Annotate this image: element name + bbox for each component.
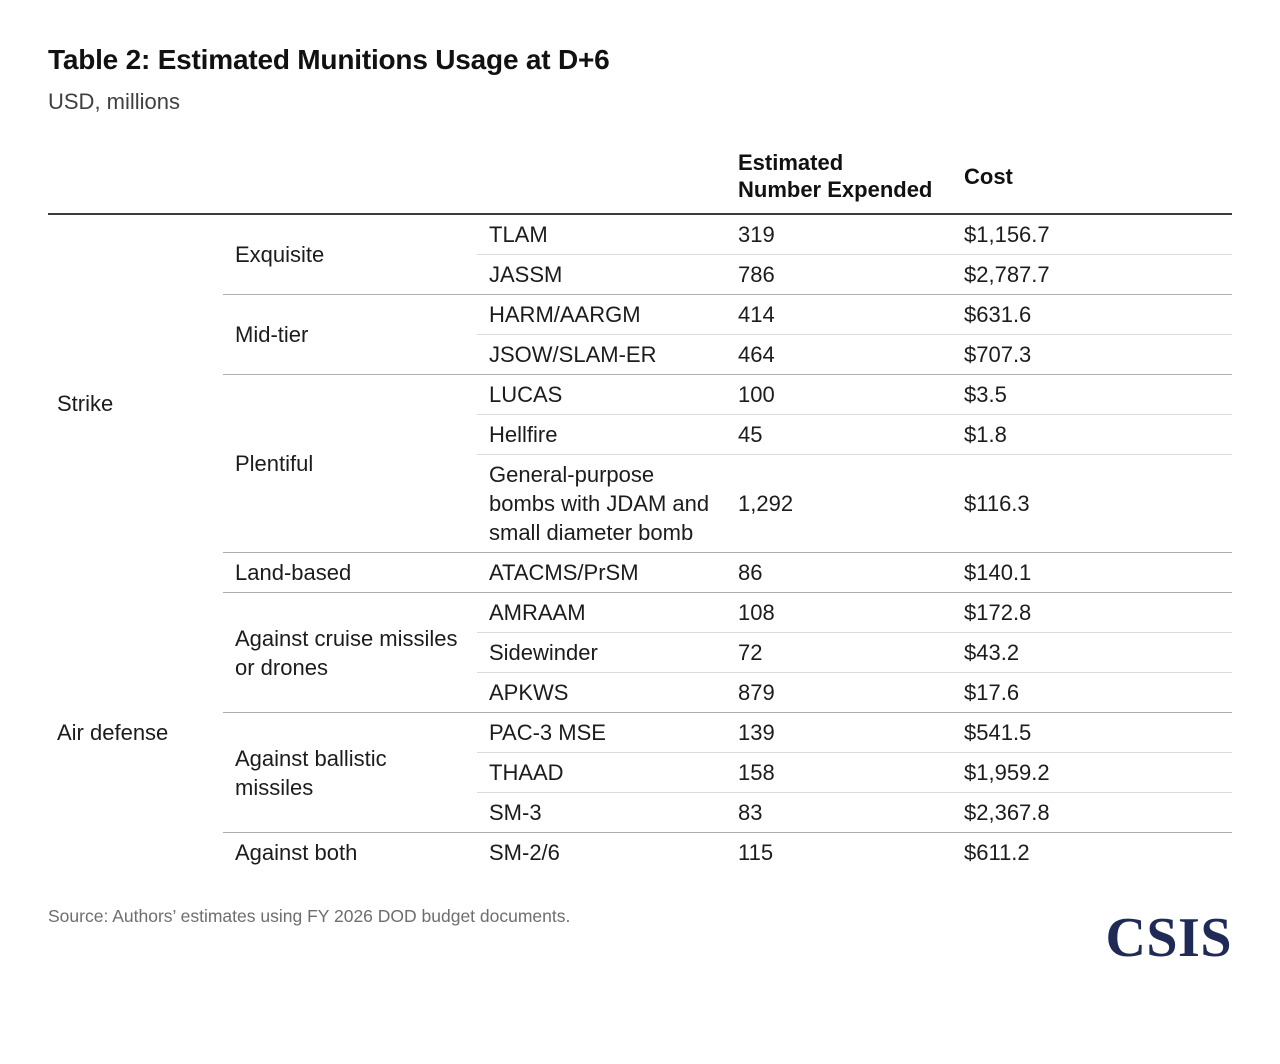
page-title: Table 2: Estimated Munitions Usage at D+… (48, 44, 610, 75)
munition-cell: General-purpose bombs with JDAM and smal… (477, 454, 726, 553)
cost-cell: $611.2 (952, 832, 1232, 872)
cost-cell: $17.6 (952, 672, 1232, 713)
munitions-table: Estimated Number Expended Cost Strike Ex… (48, 141, 1232, 872)
header-row: Estimated Number Expended Cost (48, 141, 1232, 215)
expended-cell: 86 (726, 552, 952, 593)
munition-cell: PAC-3 MSE (477, 712, 726, 753)
munition-cell: TLAM (489, 222, 548, 247)
header-expended: Estimated Number Expended (726, 141, 952, 215)
tier-cell: Mid-tier (223, 294, 477, 375)
table-row: JSOW/SLAM-ER 464 $707.3 (48, 334, 1232, 375)
header-category-empty (48, 141, 223, 215)
munition-cell: SM-3 (477, 792, 726, 833)
expended-cell: 464 (726, 334, 952, 375)
munition-cell: THAAD (477, 752, 726, 793)
expended-cell: 108 (726, 592, 952, 633)
cost-cell: $707.3 (952, 334, 1232, 375)
munition-cell: SM-2/6 (477, 832, 726, 872)
tier-cell: Exquisite (235, 242, 325, 267)
expended-cell: 100 (726, 374, 952, 415)
source-note: Source: Authors’ estimates using FY 2026… (48, 906, 571, 926)
munition-cell: JASSM (477, 254, 726, 295)
munition-cell: AMRAAM (477, 592, 726, 633)
table-row: JASSM 786 $2,787.7 (48, 254, 1232, 295)
munition-cell: Hellfire (477, 414, 726, 455)
cost-cell: $2,367.8 (952, 792, 1232, 833)
header-munition-empty (477, 141, 726, 215)
table-row: THAAD 158 $1,959.2 (48, 752, 1232, 793)
cost-cell: $43.2 (952, 632, 1232, 673)
table-row: Against both SM-2/6 115 $611.2 (48, 832, 1232, 872)
figure-footer: Source: Authors’ estimates using FY 2026… (48, 896, 1232, 966)
munition-cell: APKWS (477, 672, 726, 713)
table-row: Hellfire 45 $1.8 (48, 414, 1232, 455)
munition-cell: JSOW/SLAM-ER (477, 334, 726, 375)
table-row: General-purpose bombs with JDAM and smal… (48, 454, 1232, 553)
expended-cell: 115 (726, 832, 952, 872)
tier-cell: Against both (223, 832, 477, 872)
table-row: SM-3 83 $2,367.8 (48, 792, 1232, 833)
table-row: APKWS 879 $17.6 (48, 672, 1232, 713)
expended-cell: 414 (726, 294, 952, 335)
expended-cell: 139 (726, 712, 952, 753)
cost-cell: $2,787.7 (952, 254, 1232, 295)
munition-cell: HARM/AARGM (477, 294, 726, 335)
header-tier-empty (223, 141, 477, 215)
expended-cell: 158 (726, 752, 952, 793)
expended-cell: 72 (726, 632, 952, 673)
category-cell: Air defense (57, 719, 169, 745)
table-row: Strike Exquisite TLAM 319 $1,156.7 (48, 214, 1232, 416)
table-row: Mid-tier HARM/AARGM 414 $631.6 (48, 294, 1232, 375)
cost-cell: $140.1 (952, 552, 1232, 593)
cost-cell: $1.8 (952, 414, 1232, 455)
table-row: Land-based ATACMS/PrSM 86 $140.1 (48, 552, 1232, 593)
table-row: Air defense Against cruise missiles or d… (48, 592, 1232, 745)
tier-cell: Land-based (223, 552, 477, 593)
category-cell: Strike (57, 391, 114, 417)
table-row: Sidewinder 72 $43.2 (48, 632, 1232, 673)
table-row: Against ballistic missiles PAC-3 MSE 139… (48, 712, 1232, 833)
munition-cell: LUCAS (477, 374, 726, 415)
cost-cell: $116.3 (952, 454, 1232, 553)
expended-cell: 319 (738, 222, 775, 247)
munition-cell: ATACMS/PrSM (477, 552, 726, 593)
tier-cell: Against cruise missiles or drones (223, 592, 477, 713)
tier-cell: Against ballistic missiles (223, 712, 477, 833)
tier-cell: Plentiful (223, 374, 477, 553)
expended-cell: 45 (726, 414, 952, 455)
expended-cell: 879 (726, 672, 952, 713)
table-row: Plentiful LUCAS 100 $3.5 (48, 374, 1232, 553)
cost-cell: $172.8 (952, 592, 1232, 633)
header-expended-line1: Estimated (738, 150, 844, 175)
header-cost: Cost (952, 141, 1232, 215)
cost-cell: $541.5 (952, 712, 1232, 753)
cost-cell: $1,959.2 (952, 752, 1232, 793)
expended-cell: 1,292 (726, 454, 952, 553)
cost-cell: $1,156.7 (964, 222, 1050, 247)
header-expended-line2: Number Expended (738, 177, 933, 202)
expended-cell: 786 (726, 254, 952, 295)
expended-cell: 83 (726, 792, 952, 833)
cost-cell: $631.6 (952, 294, 1232, 335)
figure-container: Table 2: Estimated Munitions Usage at D+… (0, 44, 1280, 966)
cost-cell: $3.5 (952, 374, 1232, 415)
units-subtitle: USD, millions (48, 89, 181, 114)
munition-cell: Sidewinder (477, 632, 726, 673)
csis-logo: CSIS (1105, 907, 1232, 969)
